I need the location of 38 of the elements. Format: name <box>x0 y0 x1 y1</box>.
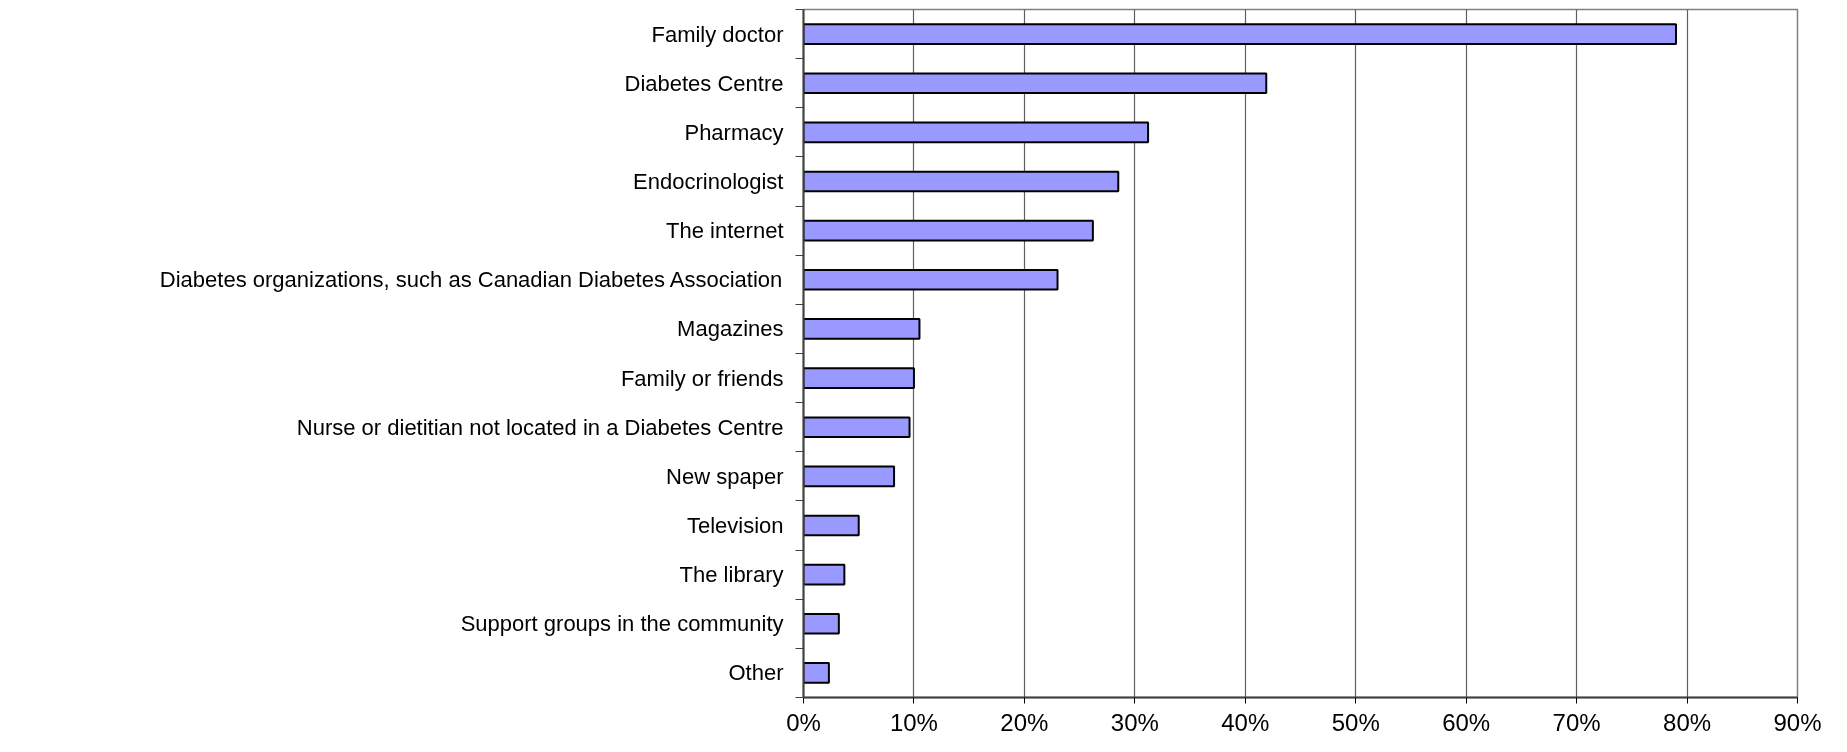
x-tick-label: 40% <box>1221 708 1270 736</box>
y-tick-label: Family doctor <box>651 21 784 47</box>
y-tick-label: Diabetes Centre <box>624 70 784 96</box>
bar <box>803 318 921 340</box>
bar <box>803 121 1150 144</box>
y-tick-label: Family or friends <box>620 365 784 391</box>
bar <box>803 612 840 635</box>
y-tick-label: New spaper <box>666 463 784 489</box>
bar <box>803 268 1059 291</box>
bar <box>803 23 1678 45</box>
x-tick-label: 10% <box>889 708 938 736</box>
bar <box>803 72 1268 95</box>
bar <box>803 465 896 488</box>
bar <box>803 416 911 439</box>
bar <box>803 514 860 537</box>
x-tick-label: 70% <box>1552 708 1601 736</box>
y-tick-label: Endocrinologist <box>633 169 784 194</box>
x-tick-label: 90% <box>1773 708 1822 736</box>
y-tick-label: Nurse or dietitian not located in a Diabetes Centre <box>296 414 784 440</box>
y-tick-label: The internet <box>666 218 784 244</box>
x-tick-label: 30% <box>1110 708 1159 736</box>
bar <box>803 662 830 684</box>
y-tick-label: The library <box>679 562 784 588</box>
bar <box>803 219 1094 242</box>
y-tick-label: Pharmacy <box>684 119 784 145</box>
y-tick-label: Television <box>686 513 784 538</box>
y-tick-label: Other <box>728 660 784 686</box>
x-tick-label: 20% <box>1000 708 1049 736</box>
bar <box>803 367 915 389</box>
y-tick-label: Support groups in the community <box>460 611 784 637</box>
x-tick-label: 50% <box>1331 708 1380 736</box>
x-tick-label: 80% <box>1663 708 1712 736</box>
y-tick-label: Magazines <box>677 316 784 342</box>
y-tick-label: Diabetes organizations, such as Canadian Diabetes Association <box>159 267 783 293</box>
bar <box>803 170 1120 193</box>
bar <box>803 563 846 586</box>
x-tick-label: 60% <box>1442 708 1491 736</box>
x-tick-label: 0% <box>786 708 821 736</box>
